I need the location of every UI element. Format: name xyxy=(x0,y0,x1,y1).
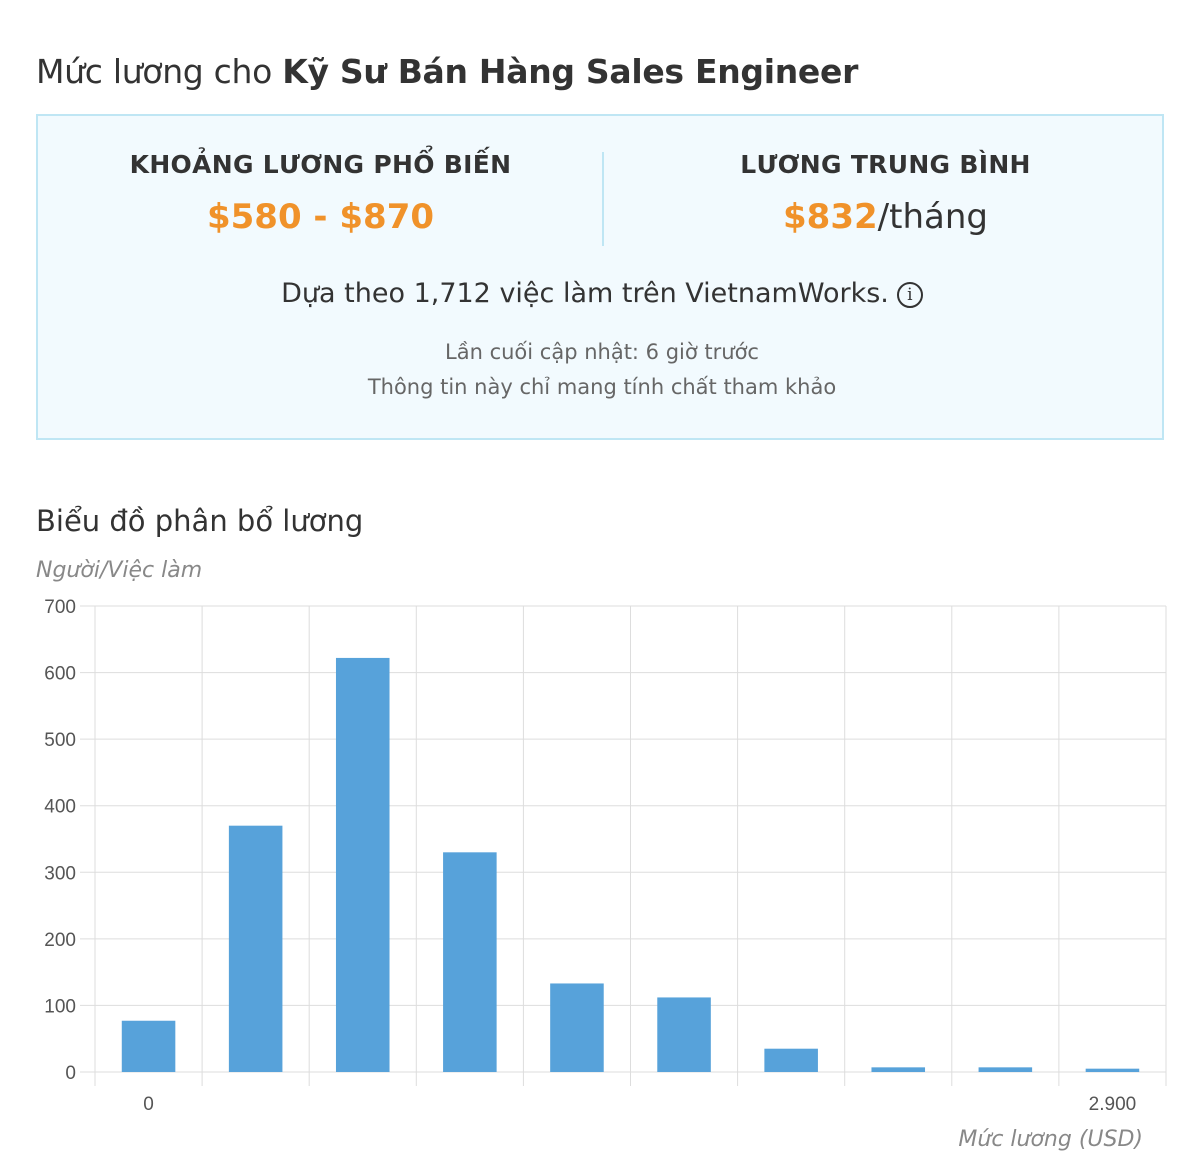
chart-bar xyxy=(871,1067,926,1072)
y-tick-label: 0 xyxy=(65,1063,76,1084)
y-tick-label: 700 xyxy=(44,597,76,618)
average-salary-panel: LƯƠNG TRUNG BÌNH $832/tháng xyxy=(603,150,1168,237)
chart-bar xyxy=(443,852,497,1072)
based-on-label: Dựa theo 1,712 việc làm trên VietnamWork… xyxy=(281,278,889,309)
y-tick-label: 400 xyxy=(44,797,76,818)
info-icon[interactable]: i xyxy=(896,282,923,308)
x-tick-label: 0 xyxy=(143,1094,154,1110)
average-salary-value: $832/tháng xyxy=(603,197,1168,237)
y-tick-label: 300 xyxy=(44,863,76,884)
average-salary-unit: /tháng xyxy=(877,197,988,237)
y-axis-title: Người/Việc làm xyxy=(36,558,203,583)
salary-distribution-chart: 0 100 200 300 400 500 600 700 0 2,900 xyxy=(44,597,1167,1110)
chart-bar xyxy=(764,1048,818,1072)
x-tick-label: 2,900 xyxy=(1089,1094,1137,1110)
chart-bar xyxy=(550,983,604,1072)
chart-bar xyxy=(228,825,283,1072)
summary-divider xyxy=(602,152,604,246)
chart-tick-labels: 0 100 200 300 400 500 600 700 0 2,900 xyxy=(44,597,1136,1110)
page-title: Mức lương cho Kỹ Sư Bán Hàng Sales Engin… xyxy=(36,52,858,91)
chart-bar xyxy=(335,657,390,1072)
chart-grid xyxy=(80,605,1167,1086)
y-tick-label: 600 xyxy=(44,664,76,685)
average-salary-label: LƯƠNG TRUNG BÌNH xyxy=(740,150,1031,179)
salary-summary-box: KHOẢNG LƯƠNG PHỔ BIẾN $580 - $870 LƯƠNG … xyxy=(36,114,1164,440)
x-axis-title: Mức lương (USD) xyxy=(958,1127,1143,1152)
job-title: Kỹ Sư Bán Hàng Sales Engineer xyxy=(282,52,859,91)
salary-range-panel: KHOẢNG LƯƠNG PHỔ BIẾN $580 - $870 xyxy=(38,150,603,237)
based-on-text: Dựa theo 1,712 việc làm trên VietnamWork… xyxy=(38,278,1166,309)
chart-bar xyxy=(121,1020,176,1072)
salary-range-label: KHOẢNG LƯƠNG PHỔ BIẾN xyxy=(129,150,512,179)
last-updated-text: Lần cuối cập nhật: 6 giờ trước xyxy=(445,340,759,364)
chart-bar xyxy=(657,997,711,1072)
chart-bar xyxy=(978,1067,1033,1072)
chart-bar xyxy=(1085,1068,1140,1072)
salary-range-value: $580 - $870 xyxy=(206,197,435,237)
chart-title: Biểu đồ phân bổ lương xyxy=(36,504,364,538)
y-tick-label: 500 xyxy=(44,730,76,751)
page-title-prefix: Mức lương cho xyxy=(36,52,283,91)
chart-bars xyxy=(121,657,1140,1072)
y-tick-label: 200 xyxy=(44,930,76,951)
y-tick-label: 100 xyxy=(44,996,76,1017)
average-salary-amount: $832 xyxy=(783,197,878,237)
disclaimer-text: Thông tin này chỉ mang tính chất tham kh… xyxy=(367,375,837,399)
